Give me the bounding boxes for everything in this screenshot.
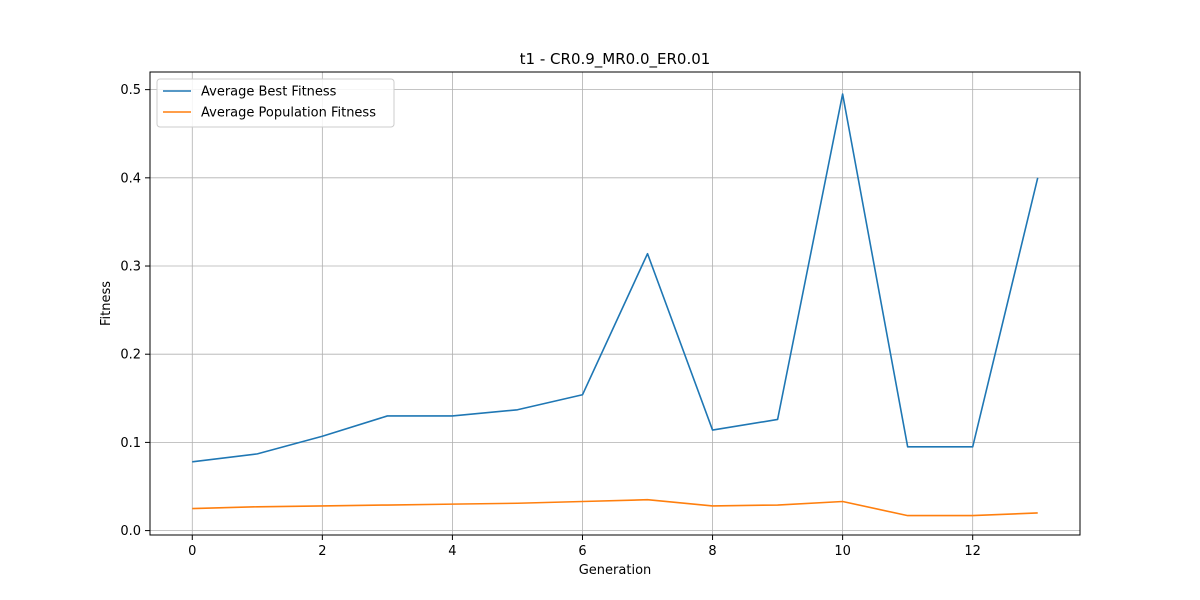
x-tick-label: 10 bbox=[834, 544, 851, 559]
axis-ticks: 0 2 4 6 8 10 12 0.0 0.1 0.2 0.3 0.4 0.5 bbox=[120, 83, 981, 559]
legend-box bbox=[156, 78, 395, 128]
chart-title: t1 - CR0.9_MR0.0_ER0.01 bbox=[520, 50, 711, 69]
x-tick-label: 0 bbox=[188, 544, 196, 559]
legend-label: Average Best Fitness bbox=[201, 85, 337, 100]
x-tick-label: 8 bbox=[708, 544, 716, 559]
x-tick-label: 4 bbox=[448, 544, 456, 559]
x-tick-label: 6 bbox=[578, 544, 586, 559]
x-axis-label: Generation bbox=[579, 563, 652, 578]
legend-label: Average Population Fitness bbox=[201, 106, 376, 121]
y-axis-label: Fitness bbox=[99, 281, 114, 326]
grid-lines bbox=[150, 72, 1080, 535]
x-tick-label: 2 bbox=[318, 544, 326, 559]
series-line bbox=[192, 498, 1038, 517]
y-tick-label: 0.0 bbox=[120, 524, 141, 539]
y-tick-label: 0.2 bbox=[120, 348, 141, 363]
y-tick-label: 0.3 bbox=[120, 260, 141, 275]
y-tick-label: 0.1 bbox=[120, 436, 141, 451]
y-tick-label: 0.4 bbox=[120, 171, 141, 186]
series-lines bbox=[192, 93, 1039, 517]
legend: Average Best Fitness Average Population F… bbox=[156, 78, 395, 128]
y-tick-label: 0.5 bbox=[120, 83, 141, 98]
plot-frame bbox=[149, 71, 1081, 536]
x-tick-label: 12 bbox=[964, 544, 981, 559]
series-line bbox=[192, 93, 1039, 463]
